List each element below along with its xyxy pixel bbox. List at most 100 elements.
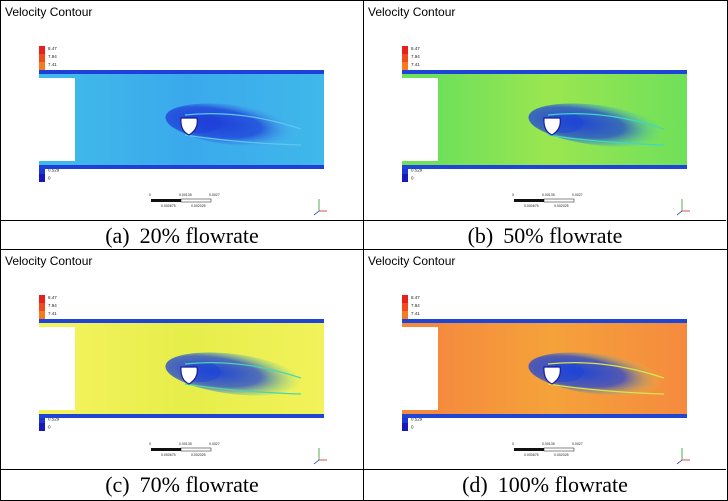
legend-swatch [402, 295, 408, 303]
scale-label: 0 [149, 193, 151, 197]
legend-tick-label: 0 [411, 425, 414, 430]
legend-swatch [402, 166, 408, 174]
wake-lower-edge [184, 383, 302, 395]
top-wall [39, 319, 324, 323]
legend-swatch [39, 415, 45, 423]
bottom-wall [39, 165, 324, 169]
legend-tick-label: 7.41 [48, 62, 57, 67]
inlet-gap [39, 74, 75, 165]
legend-tick-label: 0.529 [48, 168, 60, 173]
caption: (c) 70% flowrate [1, 469, 363, 500]
legend-tick-label: 8.47 [48, 295, 57, 300]
scale-label: 0.002025 [554, 453, 569, 457]
panel-a: Velocity Contour8.477.947.416.886.355.82… [0, 0, 364, 250]
inlet-top-lip [402, 74, 438, 78]
legend-tick-label: 7.94 [48, 54, 57, 59]
plot-title: Velocity Contour [5, 5, 92, 19]
legend-swatch [402, 62, 408, 70]
legend-swatch [402, 415, 408, 423]
inlet-gap [402, 74, 438, 165]
scale-bar-mid [543, 447, 575, 452]
top-wall [402, 319, 687, 323]
legend-swatch [39, 295, 45, 303]
caption-letter: (a) [105, 223, 130, 248]
scale-label: 0 [149, 442, 151, 446]
plot-title: Velocity Contour [368, 254, 455, 268]
scale-label: 0.002025 [554, 204, 569, 208]
wake-upper-edge [547, 362, 665, 379]
axis-icon [313, 459, 320, 465]
panel-d: Velocity Contour8.477.947.416.886.355.82… [363, 249, 728, 501]
bluff-body [180, 366, 198, 385]
caption-label: 50% flowrate [503, 223, 623, 248]
scale-bar-mid [543, 198, 575, 203]
panel-b: Velocity Contour8.477.947.416.886.355.82… [363, 0, 728, 250]
scale-label: 0.00135 [542, 442, 555, 446]
scale-bar-mid [180, 447, 212, 452]
caption-label: 20% flowrate [139, 223, 259, 248]
caption-letter: (d) [462, 472, 488, 497]
bluff-body [543, 366, 561, 385]
wake-upper-edge [547, 113, 665, 130]
legend-tick-label: 0 [48, 425, 51, 430]
scale-label: 0.000675 [524, 453, 539, 457]
inlet-top-lip [39, 74, 75, 78]
plot-title: Velocity Contour [5, 254, 92, 268]
scale-label: 0.00135 [179, 442, 192, 446]
caption-letter: (b) [467, 223, 494, 248]
top-wall [39, 70, 324, 74]
legend-swatch [402, 423, 408, 431]
caption: (d) 100% flowrate [364, 469, 726, 500]
inlet-gap [402, 323, 438, 414]
legend-tick-label: 0.529 [411, 168, 423, 173]
scale-label: 0 [512, 442, 514, 446]
legend-tick-label: 0.529 [48, 417, 60, 422]
caption-label: 70% flowrate [139, 472, 259, 497]
legend-swatch [402, 54, 408, 62]
scale-label: 0.000675 [161, 453, 176, 457]
legend-tick-label: 7.41 [411, 62, 420, 67]
top-wall [402, 70, 687, 74]
scale-label: 0 [512, 193, 514, 197]
legend-swatch [39, 54, 45, 62]
axis-icon [313, 210, 320, 216]
legend-swatch [39, 423, 45, 431]
legend-tick-label: 7.94 [411, 54, 420, 59]
contour-svg: Velocity Contour8.477.947.416.886.355.82… [5, 254, 327, 465]
scale-label: 0.00135 [542, 193, 555, 197]
legend-tick-label: 7.41 [48, 311, 57, 316]
legend-tick-label: 7.41 [411, 311, 420, 316]
wake-lower-edge [547, 383, 665, 395]
scale-label: 0.0027 [209, 193, 220, 197]
scale-label: 0.000675 [524, 204, 539, 208]
contour-svg: Velocity Contour8.477.947.416.886.355.82… [368, 5, 690, 216]
inlet-top-lip [39, 323, 75, 327]
legend-swatch [402, 174, 408, 182]
contour-plot: Velocity Contour8.477.947.416.886.355.82… [364, 1, 726, 219]
scale-label: 0.002025 [191, 204, 206, 208]
scale-bar-mid [180, 198, 212, 203]
inlet-bottom-lip [39, 410, 75, 414]
scale-label: 0.00135 [179, 193, 192, 197]
legend-swatch [39, 311, 45, 319]
legend-swatch [402, 46, 408, 54]
axis-icon [676, 459, 683, 465]
legend-swatch [402, 303, 408, 311]
legend-tick-label: 7.94 [411, 303, 420, 308]
legend-swatch [39, 62, 45, 70]
caption-label: 100% flowrate [497, 472, 628, 497]
contour-plot: Velocity Contour8.477.947.416.886.355.82… [1, 1, 363, 219]
scale-bar-left [514, 448, 544, 451]
plot-title: Velocity Contour [368, 5, 455, 19]
bluff-body [543, 117, 561, 136]
bottom-wall [402, 165, 687, 169]
scale-label: 0.0027 [209, 442, 220, 446]
inlet-gap [39, 323, 75, 414]
inlet-top-lip [402, 323, 438, 327]
legend-tick-label: 8.47 [411, 46, 420, 51]
contour-svg: Velocity Contour8.477.947.416.886.355.82… [368, 254, 690, 465]
caption: (a) 20% flowrate [1, 220, 363, 251]
inlet-bottom-lip [39, 161, 75, 165]
legend-tick-label: 0 [411, 176, 414, 181]
wake-lower-edge [184, 134, 302, 146]
